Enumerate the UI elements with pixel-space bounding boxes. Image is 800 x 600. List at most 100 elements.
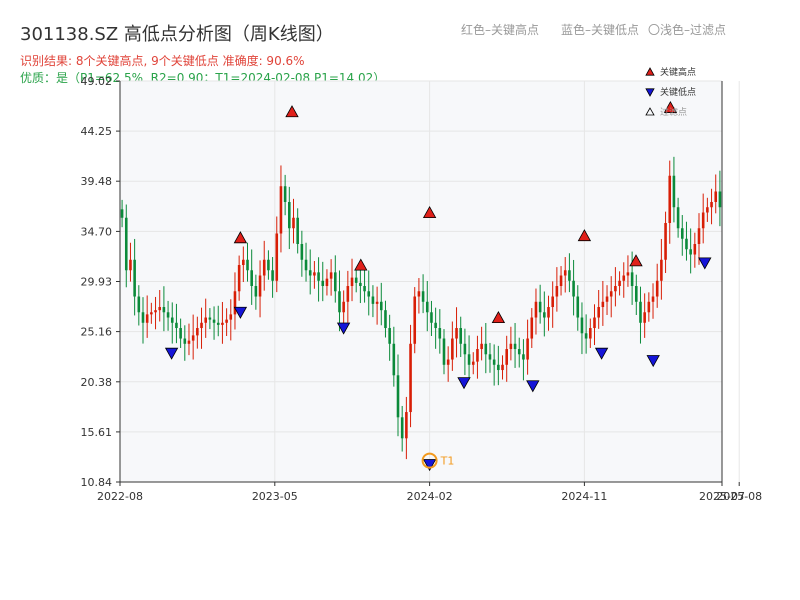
candle-body [718,191,722,208]
candle-body [660,259,663,281]
candle-body [363,286,366,292]
y-tick-label: 10.84 [81,476,113,489]
candle-body [630,272,634,287]
candle-body [689,249,692,255]
candle-body [275,233,279,281]
legend-label: 过滤点 [660,106,687,118]
candle-body [321,280,325,287]
candle-body [350,277,354,287]
candle-body [626,272,630,276]
candle-body [170,317,174,323]
candle-body [384,310,387,329]
candle-body [517,349,521,355]
candle-body [221,322,224,325]
candle-body [242,259,245,266]
x-tick-label: 2024-02 [407,490,453,503]
candle-body [676,207,680,229]
result-text: 识别结果: 8个关键高点, 9个关键低点 准确度: 90.6% [20,54,305,68]
key-low-marker [594,347,609,360]
candle-body [271,270,274,281]
candle-body [154,310,157,313]
candle-body [204,317,207,323]
candle-body [346,286,350,302]
candle-body [258,275,262,297]
candle-body [304,259,308,271]
candle-body [133,259,136,297]
candle-body [421,291,425,302]
candle-body [605,296,609,302]
legend-top-red: 红色–关键高点 [461,23,540,37]
candle-body [522,354,525,360]
candle-body [379,301,383,311]
candle-body [555,286,559,297]
candle-body [267,259,270,271]
candle-body [342,301,345,313]
legend-top-blue: 蓝色–关键低点 [561,23,640,37]
candle-body [593,317,596,329]
candle-body [246,259,249,271]
candle-body [375,301,379,304]
candle-body [166,312,170,318]
x-tick-label: 2025-08 [716,490,762,503]
x-tick-label: 2025-07 [699,490,745,503]
candle-body [396,375,400,418]
legend-filtered-icon [645,107,655,116]
legend-high-icon [645,67,655,76]
key-low-marker [457,377,471,390]
key-high-marker [629,254,643,267]
candle-body [664,222,667,260]
candle-body [618,280,621,287]
legend-low-icon [645,88,655,97]
candle-body [543,312,546,318]
candle-body [484,343,488,355]
candle-body [463,343,467,355]
candle-body [680,228,684,239]
candle-body [237,265,241,292]
candle-body [559,275,563,287]
candle-body [300,244,304,260]
candle-body [509,343,513,350]
key-low-marker [646,355,660,368]
candle-body [693,244,697,255]
key-high-marker [577,229,592,242]
candle-body [538,301,542,313]
candle-body [647,301,651,313]
t1-label: T1 [440,455,455,468]
candle-body [601,301,605,308]
candle-body [296,217,299,245]
candle-body [392,343,396,376]
candle-body [446,359,450,365]
y-tick-label: 49.02 [81,75,113,88]
candle-body [572,280,575,297]
candle-body [158,307,162,311]
candle-body [480,343,483,350]
candle-body [388,328,391,344]
key-low-marker [164,347,179,360]
candle-body [430,312,433,323]
candle-body [685,238,688,250]
candle-body [162,307,166,313]
candle-body [179,328,182,339]
y-tick-label: 44.25 [81,125,113,138]
legend-top-filtered: 〇浅色–过滤点 [648,23,727,37]
candle-body [551,296,554,308]
candle-body [492,359,496,365]
candle-body [576,296,580,318]
candle-body [710,201,713,208]
x-tick-label: 2023-05 [252,490,298,503]
candle-body [196,328,199,336]
y-tick-label: 34.70 [81,225,113,238]
candle-body [359,282,362,287]
candle-body [488,354,492,360]
legend-label: 关键低点 [660,86,696,98]
candle-body [547,307,550,318]
candle-body [292,217,295,229]
candle-body [129,259,132,271]
candle-body [417,291,421,297]
candle-body [325,278,329,287]
candle-body [471,361,475,365]
candle-body [714,191,718,202]
candle-body [183,338,187,344]
candle-body [584,333,588,339]
candle-body [120,209,124,218]
